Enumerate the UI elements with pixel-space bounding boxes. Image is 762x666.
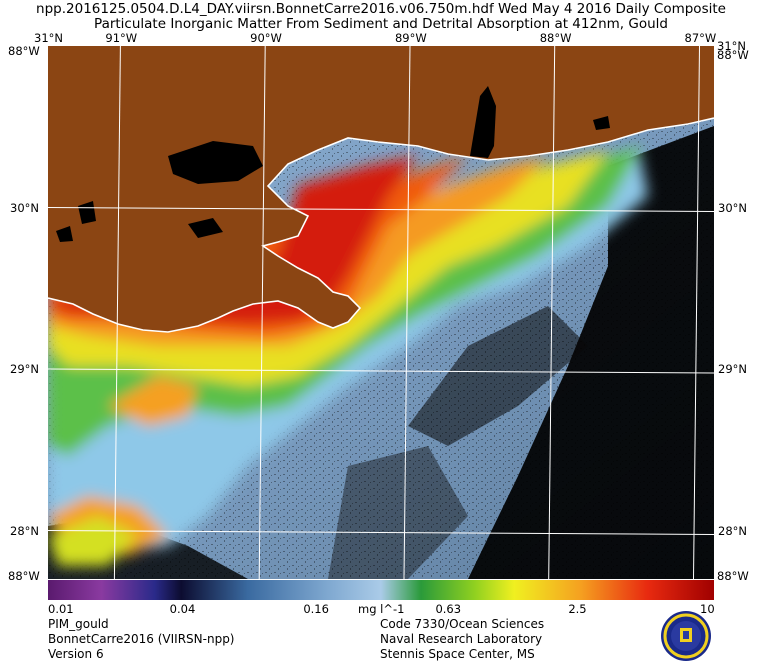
corner-label-right-top: 88°W — [717, 48, 749, 62]
corner-label-top-left: 31°N — [34, 31, 63, 45]
parallel-line — [48, 368, 714, 374]
coastline — [48, 117, 714, 333]
lat-tick-label: 29°N — [718, 362, 747, 377]
corner-label-left-bottom: 88°W — [8, 569, 40, 583]
footer-code: Code 7330/Ocean Sciences — [380, 617, 545, 631]
colorbar-tick-label: 0.16 — [303, 602, 329, 616]
lon-tick-label: 91°W — [105, 31, 138, 45]
navy-seal-icon — [660, 610, 712, 662]
footer-location: Stennis Space Center, MS — [380, 647, 535, 661]
meridian-line — [258, 46, 266, 579]
footer-dataset: BonnetCarre2016 (VIIRSN-npp) — [48, 632, 235, 646]
corner-label-right-bottom: 88°W — [717, 569, 749, 583]
corner-label-left-top: 88°W — [8, 44, 40, 58]
colorbar-tick-label: 0.04 — [169, 602, 196, 616]
header-title: npp.2016125.0504.D.L4_DAY.viirsn.BonnetC… — [36, 1, 726, 17]
colorbar-tick-label: 0.01 — [48, 602, 74, 616]
colorbar-unit: mg l^-1 — [358, 602, 405, 616]
lat-tick-label: 28°N — [10, 523, 39, 538]
lon-tick-label: 90°W — [250, 31, 282, 45]
lon-tick-label: 88°W — [539, 31, 572, 45]
lat-tick-label: 30°N — [10, 200, 39, 215]
meridian-line — [113, 46, 121, 579]
footer-product: PIM_gould — [48, 617, 109, 631]
colorbar-tick-label: 0.63 — [435, 602, 462, 616]
lat-lon-grid — [48, 46, 714, 579]
lat-tick-label: 30°N — [718, 200, 747, 215]
parallel-line — [48, 530, 714, 535]
header-subtitle: Particulate Inorganic Matter From Sedime… — [94, 16, 668, 32]
land — [48, 46, 714, 332]
lat-tick-label: 28°N — [718, 523, 747, 538]
footer-version: Version 6 — [48, 647, 104, 661]
meridian-line — [403, 46, 411, 579]
parallel-line — [48, 207, 714, 212]
corner-label-top-right: 31°N — [717, 39, 746, 53]
colorbar-tick-label: 10 — [700, 602, 715, 616]
map-panel — [48, 46, 714, 579]
lon-tick-label: 87°W — [684, 31, 717, 45]
lon-tick-label: 89°W — [394, 31, 427, 45]
footer-lab: Naval Research Laboratory — [380, 632, 543, 646]
meridian-line — [548, 46, 556, 579]
colorbar-tick-label: 2.5 — [568, 602, 587, 616]
color-bar — [48, 580, 714, 600]
lat-tick-label: 29°N — [10, 362, 39, 377]
meridian-line — [693, 46, 700, 579]
